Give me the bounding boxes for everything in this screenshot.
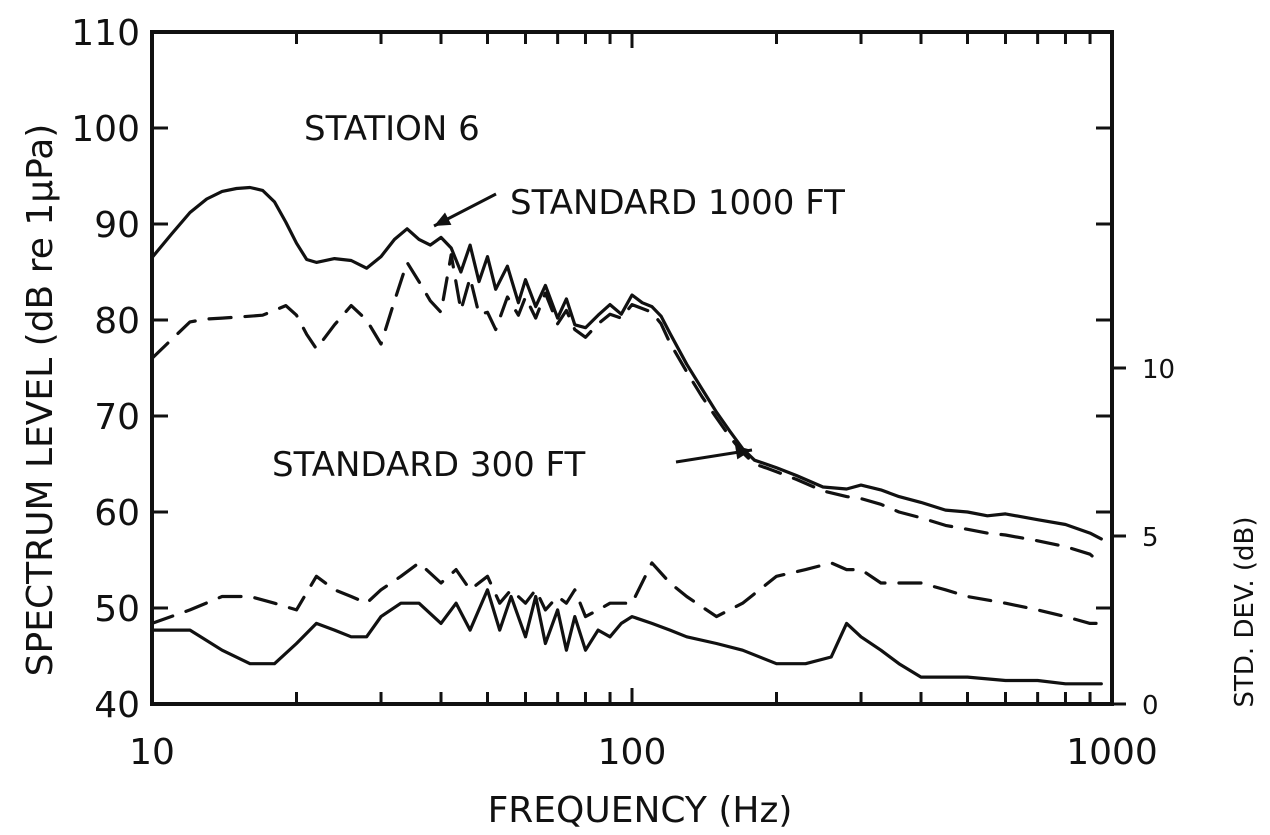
tick-labels: 10 100 1000 40 50 60 70 80 90 100 110 0 5 10 bbox=[71, 13, 1175, 773]
right-tick-label: 10 bbox=[1142, 355, 1175, 385]
y-tick-label: 100 bbox=[71, 109, 140, 150]
y-tick-label: 50 bbox=[94, 589, 140, 630]
y-axis-title: SPECTRUM LEVEL (dB re 1μPa) bbox=[20, 124, 61, 677]
series-sd_300 bbox=[150, 561, 1103, 625]
series-sd_1000 bbox=[150, 588, 1103, 686]
right-axis-title: STD. DEV. (dB) bbox=[1230, 517, 1260, 708]
annotation-arrows bbox=[433, 192, 753, 464]
y-tick-label: 90 bbox=[94, 205, 140, 246]
right-tick-label: 0 bbox=[1142, 691, 1159, 721]
arrow-standard-1000-head bbox=[434, 212, 452, 226]
label-standard-1000: STANDARD 1000 FT bbox=[510, 183, 845, 223]
series-layer bbox=[150, 185, 1103, 686]
tick-marks bbox=[150, 30, 1126, 706]
y-tick-label: 40 bbox=[94, 685, 140, 726]
arrow-standard-300-head bbox=[735, 445, 752, 460]
right-tick-label: 5 bbox=[1142, 523, 1159, 553]
x-tick-label: 10 bbox=[129, 732, 175, 773]
x-tick-label: 100 bbox=[598, 732, 667, 773]
y-tick-label: 70 bbox=[94, 397, 140, 438]
plot-frame bbox=[150, 30, 1114, 706]
y-tick-label: 60 bbox=[94, 493, 140, 534]
station-label: STATION 6 bbox=[304, 109, 480, 149]
x-axis-title: FREQUENCY (Hz) bbox=[488, 790, 793, 831]
label-standard-300: STANDARD 300 FT bbox=[272, 445, 586, 485]
y-tick-label: 80 bbox=[94, 301, 140, 342]
x-tick-label: 1000 bbox=[1066, 732, 1158, 773]
y-tick-label: 110 bbox=[71, 13, 140, 54]
series-level_300 bbox=[150, 253, 1103, 566]
series-level_1000 bbox=[150, 185, 1103, 541]
